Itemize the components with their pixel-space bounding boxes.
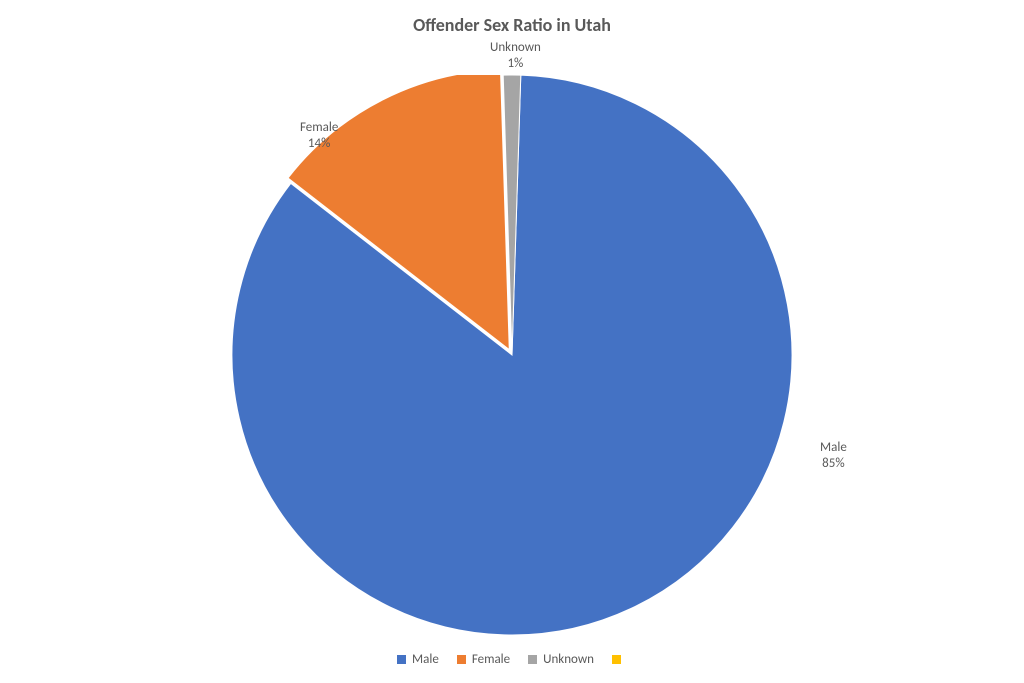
legend-item-female: Female: [457, 652, 510, 667]
legend-swatch-unknown: [528, 655, 537, 664]
data-label-unknown: Unknown 1%: [490, 40, 541, 71]
chart-container: Offender Sex Ratio in Utah Unknown 1% Fe…: [0, 0, 1024, 683]
pie-svg: [232, 75, 792, 635]
legend-label-male: Male: [412, 652, 439, 667]
legend-item-unknown: Unknown: [528, 652, 594, 667]
pie-chart: [232, 75, 792, 635]
legend-swatch-male: [397, 655, 406, 664]
chart-title: Offender Sex Ratio in Utah: [0, 14, 1024, 36]
data-label-male-pct: 85%: [822, 456, 844, 471]
legend-label-female: Female: [472, 652, 510, 667]
data-label-female-name: Female: [300, 120, 338, 135]
legend-item-extra: [612, 655, 627, 664]
data-label-male: Male 85%: [820, 440, 847, 471]
legend: Male Female Unknown: [0, 652, 1024, 667]
data-label-male-name: Male: [820, 440, 847, 455]
legend-swatch-female: [457, 655, 466, 664]
data-label-unknown-pct: 1%: [507, 56, 523, 71]
legend-swatch-extra: [612, 655, 621, 664]
legend-label-unknown: Unknown: [543, 652, 594, 667]
data-label-female: Female 14%: [300, 120, 338, 151]
legend-item-male: Male: [397, 652, 439, 667]
data-label-female-pct: 14%: [308, 136, 330, 151]
data-label-unknown-name: Unknown: [490, 40, 541, 55]
